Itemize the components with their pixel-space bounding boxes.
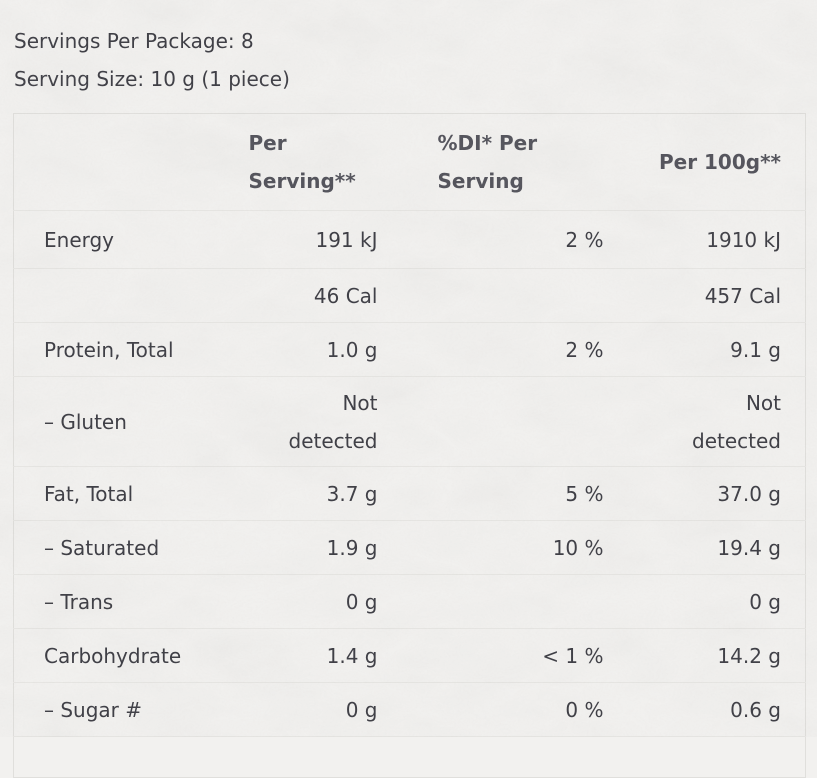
per-serving-value: 1.9 g (326, 535, 378, 560)
di-per-serving-value: 5 % (565, 481, 604, 506)
per-100g-value: 19.4 g (717, 535, 781, 560)
di-per-serving-value (396, 269, 622, 323)
row-label: – Gluten (44, 409, 127, 434)
servings-per-package-text: Servings Per Package: 8 (14, 29, 254, 53)
table-row-energy: Energy 191 kJ 2 % 1910 kJ (13, 210, 806, 269)
row-label: – Trans (44, 589, 114, 614)
table-row-fat: Fat, Total 3.7 g 5 % 37.0 g (13, 466, 806, 521)
di-per-serving-value (396, 575, 622, 629)
di-per-serving-value (396, 377, 622, 467)
col-header-di-per-serving: %DI* Per Serving (437, 131, 538, 193)
per-100g-value: Not detected (692, 390, 781, 453)
col-header-per-100g: Per 100g** (658, 150, 781, 174)
row-label: Fat, Total (44, 481, 134, 506)
per-serving-value: 191 kJ (315, 227, 378, 252)
table-row-saturated: – Saturated 1.9 g 10 % 19.4 g (13, 520, 806, 575)
col-header-per-serving: Per Serving** (248, 131, 356, 193)
di-per-serving-value: 2 % (565, 227, 604, 252)
table-row-protein: Protein, Total 1.0 g 2 % 9.1 g (13, 322, 806, 377)
row-label: Protein, Total (44, 337, 174, 362)
per-serving-value: 0 g (345, 589, 378, 614)
table-row-gluten: – Gluten Not detected Not detected (13, 376, 806, 467)
di-per-serving-value: 2 % (565, 337, 604, 362)
per-serving-value: 46 Cal (313, 283, 378, 308)
table-row-carbohydrate: Carbohydrate 1.4 g < 1 % 14.2 g (13, 628, 806, 683)
table-header-row: Per Serving** %DI* Per Serving Per 100g*… (14, 114, 806, 211)
table-row-trans: – Trans 0 g 0 g (13, 574, 806, 629)
per-100g-value: 37.0 g (717, 481, 781, 506)
nutrition-table: Per Serving** %DI* Per Serving Per 100g*… (13, 113, 806, 778)
table-row-cutoff (13, 736, 806, 778)
row-label (14, 269, 231, 323)
per-100g-value: 1910 kJ (706, 227, 781, 252)
per-100g-value: 9.1 g (730, 337, 781, 362)
di-per-serving-value: 0 % (565, 697, 604, 722)
di-per-serving-value: 10 % (552, 535, 604, 560)
per-serving-value: 3.7 g (326, 481, 378, 506)
per-100g-value: 0 g (749, 589, 781, 614)
per-serving-value: 0 g (345, 697, 378, 722)
serving-size-text: Serving Size: 10 g (1 piece) (14, 67, 290, 91)
row-label: Carbohydrate (44, 643, 182, 668)
per-serving-value: 1.0 g (326, 337, 378, 362)
row-label: – Saturated (44, 535, 160, 560)
per-100g-value: 457 Cal (704, 283, 781, 308)
row-label: Energy (44, 227, 115, 252)
table-row-sugar: – Sugar # 0 g 0 % 0.6 g (13, 682, 806, 737)
per-100g-value: 0.6 g (730, 697, 781, 722)
row-label: – Sugar # (44, 697, 143, 722)
per-100g-value: 14.2 g (717, 643, 781, 668)
serving-info: Servings Per Package: 8 Serving Size: 10… (0, 0, 817, 98)
di-per-serving-value: < 1 % (542, 643, 604, 668)
table-row-energy-cal: 46 Cal 457 Cal (13, 268, 806, 323)
per-serving-value: 1.4 g (326, 643, 378, 668)
per-serving-value: Not detected (288, 390, 378, 453)
col-header-blank (14, 114, 231, 211)
